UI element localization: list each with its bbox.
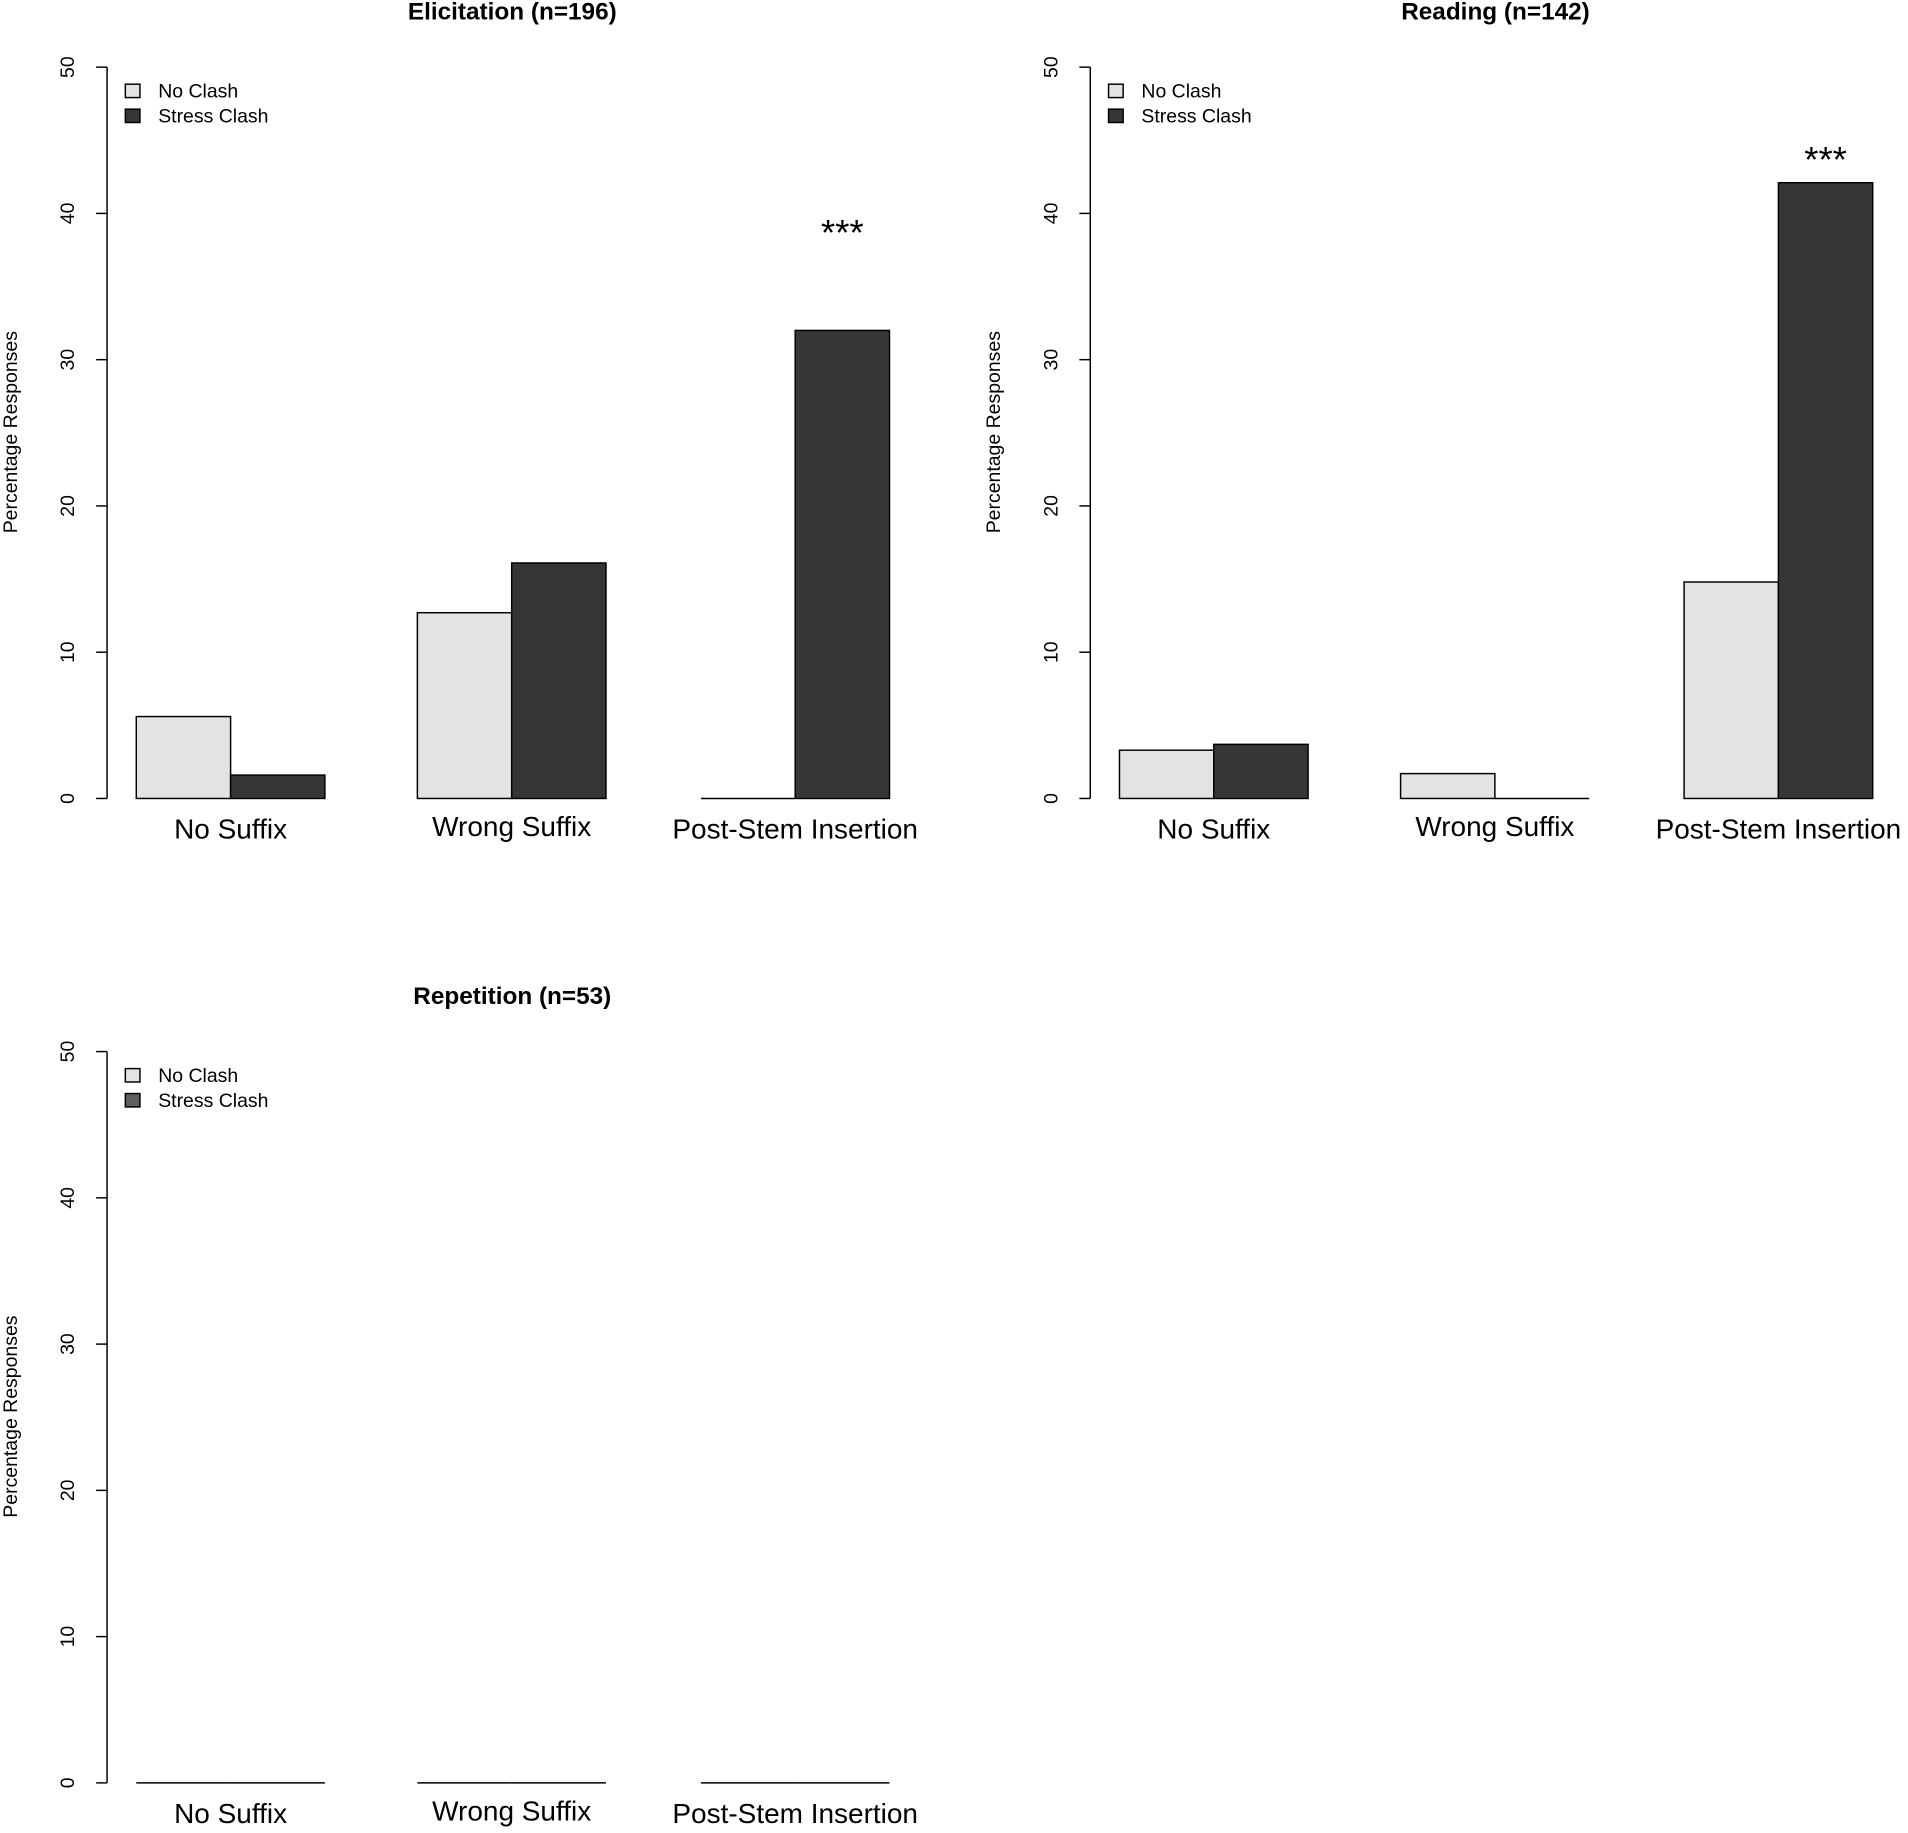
y-tick-label: 40 [1040,202,1062,224]
legend-label: No Clash [1141,81,1221,103]
y-tick-label: 30 [1040,349,1062,371]
x-tick-label: No Suffix [1157,814,1270,845]
x-tick-label: Post-Stem Insertion [672,1798,918,1829]
legend-label: Stress Clash [158,106,268,128]
y-axis-label: Percentage Responses [983,331,1005,533]
x-tick-label: Wrong Suffix [432,811,591,842]
x-tick-label: No Suffix [174,1798,287,1829]
bar-no-clash [1118,749,1215,800]
bar-no-clash [416,611,513,800]
bar-stress-clash [1777,181,1874,800]
bar-stress-clash [510,562,607,800]
y-tick-label: 30 [57,1333,79,1355]
legend-label: Stress Clash [1141,106,1251,128]
chart-panel-2: Reading (n=142) Percentage Responses 0 10 20… [983,0,1901,845]
chart-panel-3: Repetition (n=53) Percentage Responses 0 10… [0,983,918,1829]
bar-stress-clash [794,329,891,800]
bar-no-clash [1399,772,1496,800]
y-tick-label: 10 [1040,641,1062,663]
bar-stress-clash [229,774,326,800]
y-axis-label: Percentage Responses [0,331,22,533]
y-tick-label: 20 [57,495,79,517]
legend-swatch [124,1067,141,1083]
x-tick-label: Post-Stem Insertion [1656,814,1902,845]
legend-label: No Clash [158,81,238,103]
y-axis-label: Percentage Responses [0,1315,22,1517]
y-tick-label: 20 [57,1479,79,1501]
chart-title: Reading (n=142) [1401,0,1590,26]
legend-label: Stress Clash [158,1090,268,1112]
y-tick-label: 0 [57,1777,79,1788]
chart-panel-1: Elicitation (n=196) Percentage Responses 0… [0,0,918,845]
significance-annotation: *** [1804,139,1847,180]
bar-no-clash [1683,581,1780,800]
y-tick-label: 30 [57,349,79,371]
y-tick-label: 40 [57,202,79,224]
bar-no-clash [135,715,232,800]
y-tick-label: 50 [57,56,79,78]
y-tick-label: 10 [57,1626,79,1648]
x-tick-label: Wrong Suffix [1415,811,1574,842]
x-tick-label: Wrong Suffix [432,1796,591,1827]
legend-swatch [124,1092,141,1108]
y-tick-label: 20 [1040,495,1062,517]
legend-label: No Clash [158,1065,238,1087]
legend-swatch [1107,83,1124,99]
y-tick-label: 10 [57,641,79,663]
chart-title: Repetition (n=53) [413,983,611,1010]
bar-stress-clash [1213,743,1309,800]
legend-swatch [1107,108,1124,124]
y-tick-label: 50 [57,1041,79,1063]
significance-annotation: *** [821,212,864,253]
legend-swatch [124,83,141,99]
y-tick-label: 0 [1040,793,1062,804]
y-tick-label: 40 [57,1187,79,1209]
chart-title: Elicitation (n=196) [408,0,617,26]
y-tick-label: 0 [57,793,79,804]
legend-swatch [124,108,141,124]
x-tick-label: No Suffix [174,814,287,845]
x-tick-label: Post-Stem Insertion [672,814,918,845]
y-tick-label: 50 [1040,56,1062,78]
